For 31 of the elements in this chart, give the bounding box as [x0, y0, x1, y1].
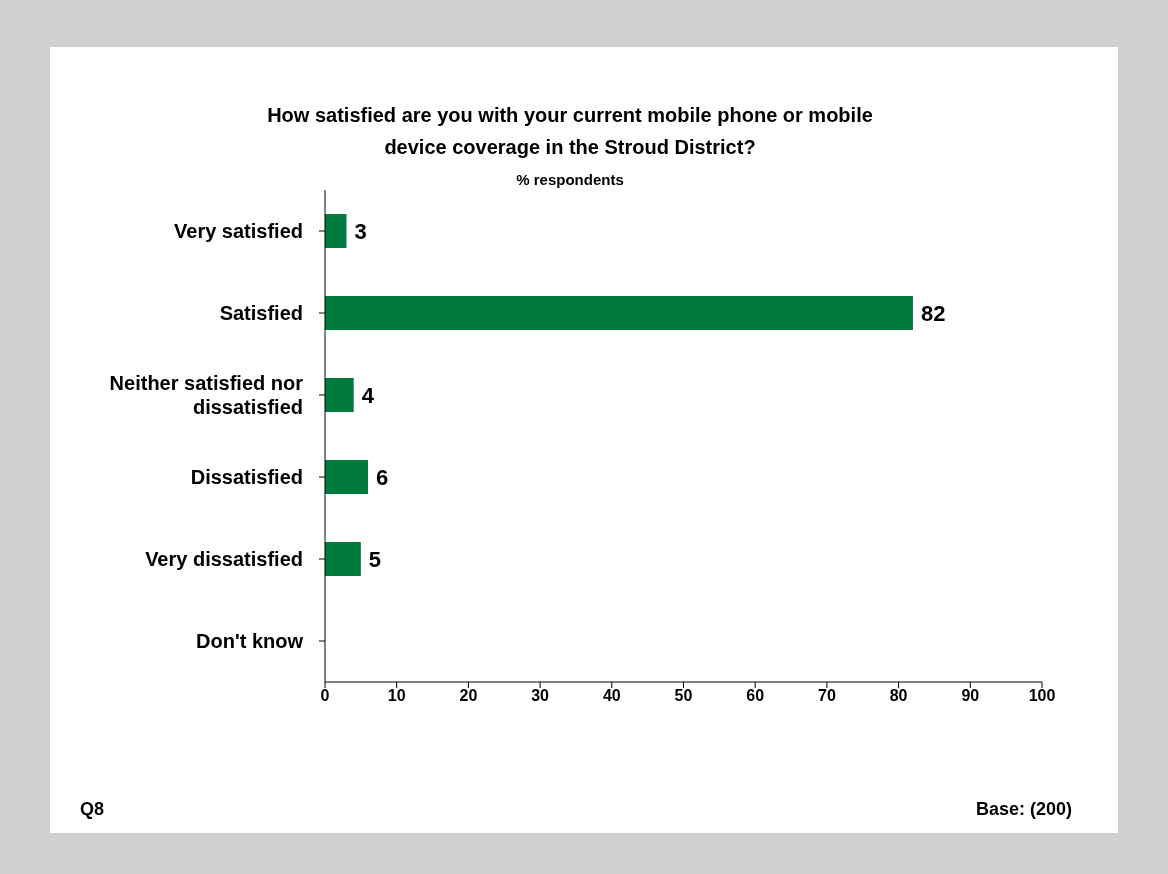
x-tick-label: 30	[531, 687, 550, 705]
x-tick-label: 90	[961, 687, 980, 705]
y-tick-label: Satisfied	[219, 302, 303, 324]
y-tick-label: Don't know	[196, 630, 304, 652]
data-label: 6	[376, 464, 389, 490]
x-tick-label: 70	[818, 687, 836, 705]
y-tick-label: Very dissatisfied	[145, 548, 303, 570]
chart-title: How satisfied are you with your current mobile phone or mobile device coverage in the Stroud District?	[266, 103, 874, 160]
data-label: 3	[354, 218, 367, 244]
x-tick-label: 50	[674, 687, 693, 705]
chart-subtitle: % respondents	[515, 171, 625, 188]
bar	[325, 214, 347, 248]
data-label: 5	[368, 546, 382, 572]
bar	[325, 296, 913, 330]
bar	[325, 542, 361, 576]
y-tick-label: Neither satisfied nor dissatisfied	[109, 372, 304, 418]
data-label: 82	[920, 300, 946, 326]
text: Base: (200)	[975, 799, 1072, 820]
y-tick-label: Very satisfied	[174, 220, 303, 242]
x-tick-label: 40	[602, 687, 621, 705]
y-tick-label: Dissatisfied	[190, 466, 303, 488]
x-tick-label: 100	[1028, 687, 1056, 705]
x-tick-label: 0	[320, 687, 330, 705]
x-tick-label: 10	[387, 687, 406, 705]
bar	[325, 378, 354, 412]
text: Q8	[80, 799, 105, 820]
x-tick-label: 20	[459, 687, 478, 705]
x-tick-label: 80	[889, 687, 908, 705]
data-label: 4	[361, 382, 375, 408]
x-tick-label: 60	[746, 687, 765, 705]
bar	[325, 460, 369, 494]
